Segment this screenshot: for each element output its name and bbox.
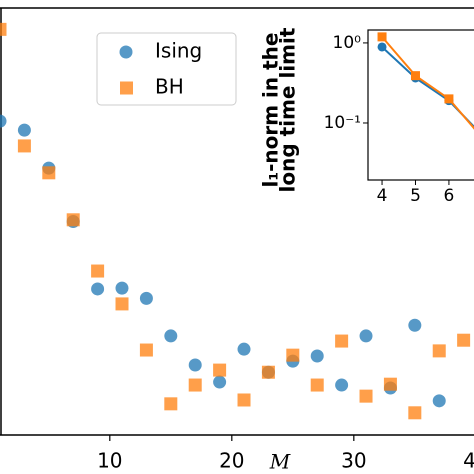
data-point	[410, 71, 420, 81]
legend-marker	[119, 45, 133, 59]
data-point	[432, 394, 446, 408]
x-tick-label: 4	[377, 186, 388, 206]
data-point	[377, 32, 387, 42]
inset-background	[368, 30, 474, 180]
data-point	[0, 114, 7, 128]
data-point	[66, 213, 80, 227]
data-point	[335, 378, 349, 392]
data-point	[164, 329, 178, 343]
data-point	[17, 139, 31, 153]
x-tick-label: 30	[341, 449, 366, 473]
data-point	[432, 344, 446, 358]
data-point	[237, 342, 251, 356]
x-tick-label: 20	[219, 449, 244, 473]
data-point	[115, 281, 129, 295]
data-point	[310, 349, 324, 363]
x-tick-label: 5	[410, 186, 421, 206]
data-point	[115, 297, 129, 311]
legend-marker	[120, 81, 133, 95]
data-point	[164, 397, 178, 411]
y-axis-label: l₁-norm in the	[259, 33, 283, 188]
data-point	[408, 318, 422, 332]
data-point	[237, 393, 251, 407]
legend-label: Ising	[155, 39, 202, 63]
data-point	[188, 378, 202, 392]
data-point	[42, 166, 56, 180]
y-tick-label: 10⁰	[333, 33, 362, 53]
inset-plot	[377, 32, 474, 130]
data-point	[91, 264, 105, 278]
x-axis-label: M	[269, 450, 291, 474]
data-point	[408, 406, 422, 420]
x-tick-label: 6	[444, 186, 455, 206]
data-point	[139, 291, 153, 305]
data-point	[377, 42, 387, 52]
data-point	[444, 94, 454, 104]
data-point	[359, 329, 373, 343]
data-point	[0, 22, 7, 36]
x-tick-label: 10	[97, 449, 122, 473]
data-point	[286, 348, 300, 362]
data-point	[457, 333, 471, 347]
data-point	[213, 363, 227, 377]
legend-label: BH	[155, 75, 184, 99]
y-tick-label: 10⁻¹	[324, 113, 361, 133]
data-point	[91, 282, 105, 296]
data-point	[359, 389, 373, 403]
inset-frame	[367, 29, 474, 181]
data-point	[383, 377, 397, 391]
y-axis-label: long time limit	[276, 27, 300, 192]
data-point	[213, 375, 227, 389]
data-point	[139, 343, 153, 357]
data-line	[381, 36, 474, 130]
data-point	[310, 378, 324, 392]
data-point	[261, 365, 275, 379]
data-point	[188, 358, 202, 372]
data-point	[17, 123, 31, 137]
data-point	[335, 334, 349, 348]
x-tick-label: 40	[463, 449, 474, 473]
